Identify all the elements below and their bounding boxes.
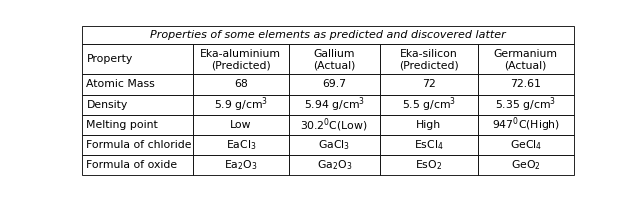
Text: Density: Density — [86, 100, 128, 110]
Bar — [289, 155, 380, 175]
Bar — [478, 95, 573, 115]
Bar — [380, 135, 478, 155]
Bar — [478, 135, 573, 155]
Bar — [83, 115, 193, 135]
Text: 947$^{0}$C(High): 947$^{0}$C(High) — [492, 115, 560, 134]
Bar — [478, 115, 573, 135]
Text: Property: Property — [86, 54, 132, 64]
Text: Formula of chloride: Formula of chloride — [86, 140, 192, 150]
Text: 5.9 g/cm$^3$: 5.9 g/cm$^3$ — [214, 95, 268, 114]
Text: EsCl$_4$: EsCl$_4$ — [414, 138, 444, 152]
Text: Low: Low — [230, 120, 252, 130]
Text: 5.35 g/cm$^3$: 5.35 g/cm$^3$ — [495, 95, 556, 114]
Bar — [380, 115, 478, 135]
Bar — [193, 155, 289, 175]
Text: Formula of oxide: Formula of oxide — [86, 160, 177, 170]
Bar — [478, 74, 573, 95]
Text: Ea$_2$O$_3$: Ea$_2$O$_3$ — [224, 158, 258, 172]
Bar — [193, 135, 289, 155]
Text: 72: 72 — [422, 79, 436, 89]
Bar — [83, 95, 193, 115]
Bar — [83, 135, 193, 155]
Text: Eka-silicon
(Predicted): Eka-silicon (Predicted) — [399, 49, 458, 70]
Text: High: High — [416, 120, 441, 130]
Bar — [380, 44, 478, 74]
Text: 5.94 g/cm$^3$: 5.94 g/cm$^3$ — [303, 95, 365, 114]
Bar — [289, 74, 380, 95]
Bar — [193, 74, 289, 95]
Text: 68: 68 — [234, 79, 248, 89]
Text: 72.61: 72.61 — [510, 79, 541, 89]
Bar — [83, 44, 193, 74]
Text: Properties of some elements as predicted and discovered latter: Properties of some elements as predicted… — [150, 30, 506, 40]
Text: 30.2$^{0}$C(Low): 30.2$^{0}$C(Low) — [300, 116, 368, 134]
Bar — [289, 135, 380, 155]
Text: EsO$_2$: EsO$_2$ — [415, 158, 442, 172]
Text: Ga$_2$O$_3$: Ga$_2$O$_3$ — [317, 158, 352, 172]
Text: WWW: WWW — [120, 57, 219, 138]
Bar — [380, 74, 478, 95]
Bar — [193, 115, 289, 135]
Text: GaCl$_3$: GaCl$_3$ — [318, 138, 350, 152]
Bar — [83, 26, 573, 44]
Text: Gallium
(Actual): Gallium (Actual) — [313, 49, 355, 70]
Bar — [289, 44, 380, 74]
Bar — [289, 115, 380, 135]
Text: Eka-aluminium
(Predicted): Eka-aluminium (Predicted) — [200, 49, 282, 70]
Bar — [83, 155, 193, 175]
Text: Germanium
(Actual): Germanium (Actual) — [493, 49, 557, 70]
Text: GeCl$_4$: GeCl$_4$ — [509, 138, 541, 152]
Text: GeO$_2$: GeO$_2$ — [511, 158, 541, 172]
Bar — [289, 95, 380, 115]
Bar — [380, 95, 478, 115]
Text: Atomic Mass: Atomic Mass — [86, 79, 155, 89]
Text: 69.7: 69.7 — [322, 79, 346, 89]
Bar — [193, 95, 289, 115]
Text: EaCl$_3$: EaCl$_3$ — [225, 138, 256, 152]
Bar — [193, 44, 289, 74]
Bar — [380, 155, 478, 175]
Text: 5.5 g/cm$^3$: 5.5 g/cm$^3$ — [401, 95, 456, 114]
Bar — [83, 74, 193, 95]
Text: Melting point: Melting point — [86, 120, 158, 130]
Bar — [478, 44, 573, 74]
Bar — [478, 155, 573, 175]
